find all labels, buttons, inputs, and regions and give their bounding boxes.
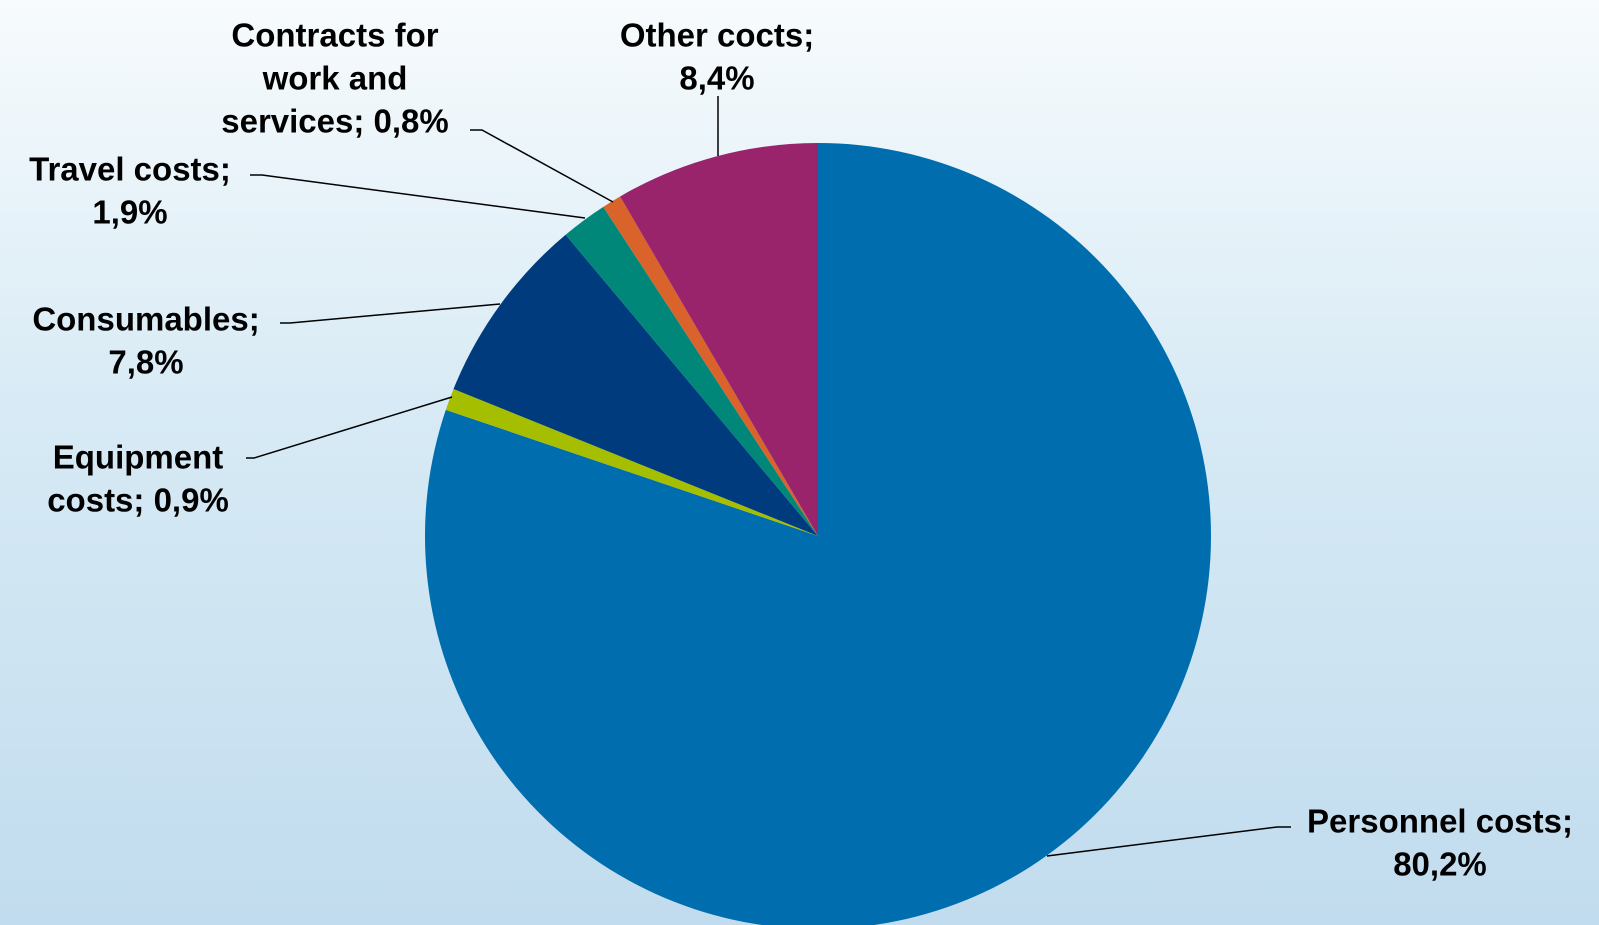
data-label-line: Contracts for (231, 17, 438, 54)
data-label: Consumables; 7,8% (32, 301, 259, 381)
data-label-line: Other cocts; (620, 17, 814, 54)
leader-lines-layer (246, 96, 1291, 857)
data-label-line: Consumables; (32, 301, 259, 338)
pie-slice-personnel-costs (425, 143, 1211, 925)
pie-slice-contracts-for-work-and-services (603, 196, 818, 537)
data-label-line: Personnel costs; (1307, 803, 1573, 840)
data-label-line: work and (262, 60, 408, 97)
data-label: Contracts for work and services; 0,8% (221, 17, 449, 140)
leader-line (250, 174, 586, 219)
data-label-line: 7,8% (108, 344, 183, 381)
pie-slice-travel-costs (565, 206, 818, 536)
data-label-line: 80,2% (1393, 846, 1487, 883)
data-label: Travel costs; 1,9% (29, 151, 231, 231)
pie-slice-consumables (453, 234, 818, 536)
data-label: Personnel costs; 80,2% (1307, 803, 1573, 883)
labels-layer: Personnel costs; 80,2% Equipment costs; 0,9… (29, 17, 1573, 883)
leader-line (1046, 826, 1291, 857)
data-label: Equipment costs; 0,9% (47, 439, 229, 519)
data-label-line: 1,9% (92, 194, 167, 231)
data-label-line: services; 0,8% (221, 103, 449, 140)
leader-line (470, 129, 614, 203)
data-label-line: Travel costs; (29, 151, 231, 188)
data-label-line: costs; 0,9% (47, 482, 229, 519)
leader-line (246, 396, 453, 459)
data-label: Other cocts; 8,4% (620, 17, 814, 97)
data-label-line: 8,4% (679, 60, 754, 97)
pie-slice-equipment-costs (445, 389, 818, 536)
leader-line (280, 303, 501, 324)
data-label-line: Equipment (53, 439, 224, 476)
slices-layer (425, 143, 1211, 925)
pie-slice-other-cocts (620, 143, 818, 536)
